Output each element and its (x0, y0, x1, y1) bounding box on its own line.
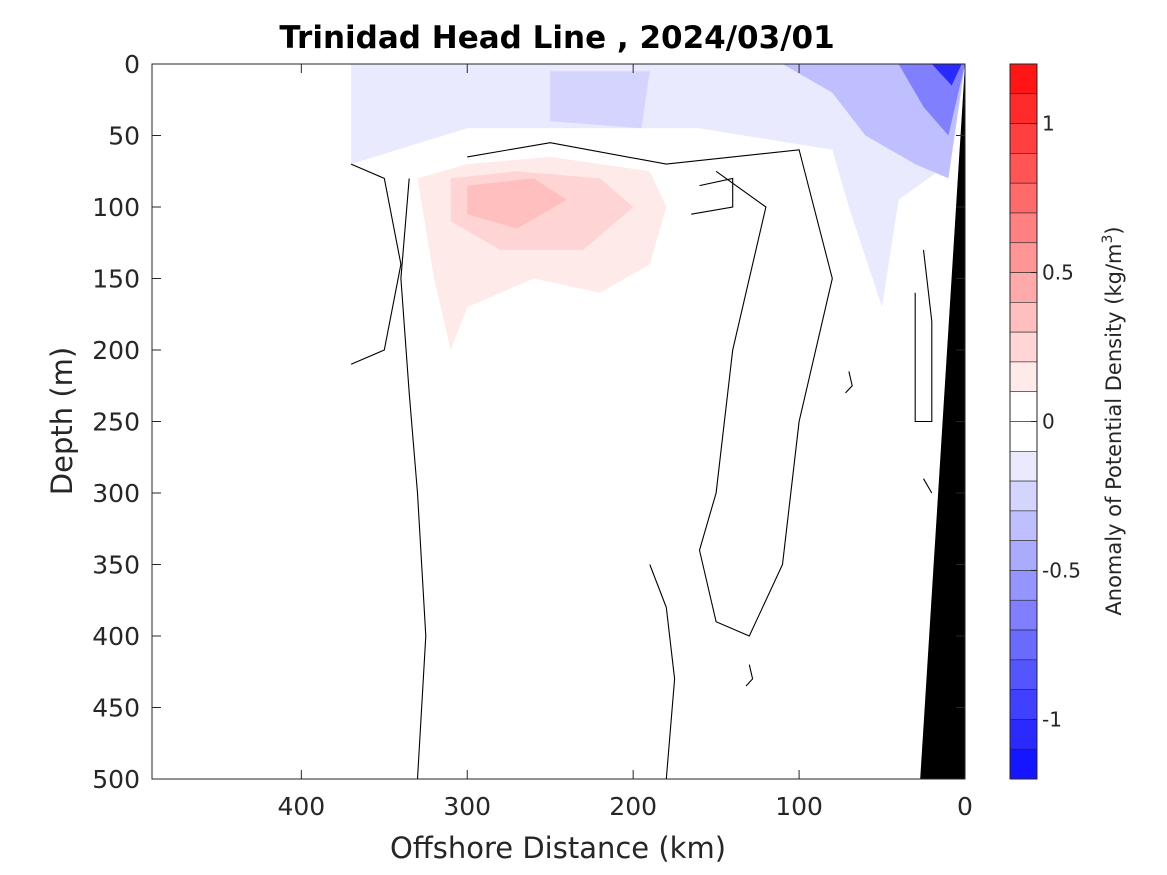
colorbar-cell (1009, 629, 1038, 661)
colorbar-cell (1009, 599, 1038, 631)
zero-contour-3 (649, 564, 676, 779)
x-tick-label: 300 (443, 792, 491, 821)
colorbar-cell (1009, 331, 1038, 363)
anomaly-region-4 (931, 64, 962, 86)
zero-contour-6 (745, 664, 754, 687)
y-axis-label: Depth (m) (45, 347, 79, 495)
colorbar-cell (1009, 748, 1038, 780)
x-tick-label: 0 (957, 792, 973, 821)
colorbar-tick-label: -1 (1042, 707, 1062, 731)
colorbar-ticks: 1 0.5 0 -0.5 -1 (1031, 112, 1081, 731)
colorbar-cell (1009, 540, 1038, 571)
zero-contour-2 (467, 142, 833, 637)
x-axis: 400 300 200 100 0 (277, 64, 973, 821)
colorbar-cell (1009, 361, 1038, 393)
anomaly-region-1 (550, 71, 650, 129)
colorbar-cell (1009, 510, 1038, 541)
colorbar-cell (1009, 63, 1038, 95)
y-tick-label: 0 (124, 50, 140, 79)
colorbar-cell (1009, 421, 1038, 452)
y-tick-label: 300 (92, 479, 140, 508)
x-axis-label: Offshore Distance (km) (390, 831, 726, 865)
anomaly-region-7 (467, 178, 567, 229)
colorbar-cell (1009, 242, 1038, 273)
seafloor (920, 64, 965, 779)
y-tick-label: 250 (92, 408, 140, 437)
y-tick-label: 150 (92, 265, 140, 294)
colorbar-cell (1009, 182, 1038, 214)
x-tick-label: 100 (775, 792, 823, 821)
y-axis: 0 50 100 150 200 250 300 350 400 450 500 (92, 50, 965, 794)
colorbar-label: Anomaly of Potential Density (kg/m3) (1100, 226, 1126, 615)
y-tick-label: 450 (92, 694, 140, 723)
zero-contour-7 (914, 249, 933, 423)
zero-contour-5 (845, 371, 853, 394)
zero-contour-1 (400, 178, 427, 779)
colorbar-cell (1009, 719, 1038, 750)
colorbar-tick-label: 1 (1042, 112, 1055, 136)
y-tick-label: 200 (92, 336, 140, 365)
y-tick-label: 350 (92, 551, 140, 580)
seafloor-mask (920, 64, 965, 779)
plot-area: 400 300 200 100 0 0 50 100 150 200 250 300 350 400 45… (92, 50, 973, 821)
colorbar-cell (1009, 689, 1038, 720)
colorbar-cell (1009, 302, 1038, 333)
zero-contours (350, 142, 933, 779)
x-tick-label: 200 (609, 792, 657, 821)
zero-contour-4 (691, 177, 734, 215)
y-tick-label: 100 (92, 193, 140, 222)
zero-contour-8 (923, 478, 933, 494)
y-tick-label: 500 (92, 765, 140, 794)
colorbar-cell (1009, 153, 1038, 184)
colorbar: 1 0.5 0 -0.5 -1 Anomaly of Potential Density… (1009, 63, 1126, 780)
colorbar-tick-label: 0 (1042, 410, 1055, 434)
colorbar-cell (1009, 272, 1038, 303)
colorbar-cell (1009, 93, 1038, 124)
colorbar-cell (1009, 659, 1038, 690)
colorbar-cell (1009, 450, 1038, 482)
chart-title: Trinidad Head Line , 2024/03/01 (279, 20, 834, 56)
anomaly-region-0 (351, 64, 965, 308)
y-tick-label: 400 (92, 622, 140, 651)
anomaly-regions (351, 64, 965, 350)
colorbar-tick-label: 0.5 (1042, 261, 1074, 285)
colorbar-cell (1009, 212, 1038, 244)
y-tick-label: 50 (108, 122, 140, 151)
colorbar-cell (1009, 123, 1038, 154)
x-tick-label: 400 (277, 792, 325, 821)
zero-contour-0 (350, 163, 402, 365)
colorbar-cell (1009, 570, 1038, 601)
colorbar-cell (1009, 391, 1038, 422)
colorbar-cell (1009, 480, 1038, 512)
colorbar-tick-label: -0.5 (1042, 558, 1081, 582)
